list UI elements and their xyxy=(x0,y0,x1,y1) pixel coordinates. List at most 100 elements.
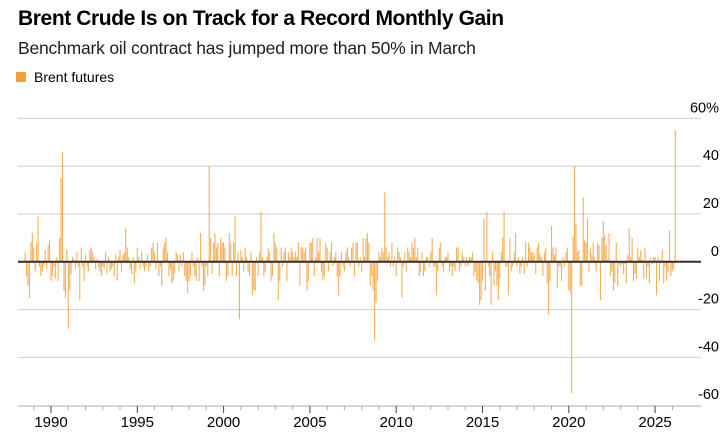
bar xyxy=(61,152,64,262)
bar xyxy=(561,261,563,282)
bar xyxy=(36,242,38,262)
bar xyxy=(470,257,472,262)
bar xyxy=(667,261,669,272)
bar xyxy=(205,261,207,267)
bar xyxy=(591,254,593,262)
bar xyxy=(592,242,594,262)
bar xyxy=(220,238,222,262)
x-tick-label: 1990 xyxy=(34,414,67,431)
bar xyxy=(379,257,381,262)
bar xyxy=(330,242,333,262)
bar xyxy=(82,261,84,267)
bar xyxy=(339,261,341,277)
bar xyxy=(171,261,173,284)
bar xyxy=(408,252,410,262)
bar xyxy=(507,261,509,296)
bar xyxy=(421,252,423,262)
bar xyxy=(533,254,535,262)
bar xyxy=(453,261,455,267)
bar xyxy=(611,261,613,272)
bar xyxy=(122,254,124,262)
bar xyxy=(594,257,596,262)
bar xyxy=(467,261,469,267)
bar xyxy=(120,261,123,272)
bar xyxy=(661,250,663,262)
bar xyxy=(425,257,427,262)
bar xyxy=(607,259,609,262)
bar xyxy=(79,261,81,301)
bar xyxy=(411,242,413,262)
bar xyxy=(201,261,203,267)
bar xyxy=(444,257,446,262)
bar xyxy=(412,247,415,262)
bar xyxy=(376,261,379,282)
bar xyxy=(282,261,284,267)
bar xyxy=(466,257,468,262)
bar xyxy=(378,252,380,262)
bar xyxy=(259,252,261,262)
bar xyxy=(608,233,610,262)
bar xyxy=(56,257,58,262)
bar xyxy=(576,252,578,262)
bar xyxy=(24,252,26,262)
bar xyxy=(92,252,94,262)
bar xyxy=(353,261,356,277)
bar xyxy=(46,261,48,270)
bar xyxy=(125,228,127,262)
bar xyxy=(540,257,543,262)
bar xyxy=(188,261,190,282)
bar xyxy=(53,261,55,267)
bar xyxy=(368,242,370,262)
bar xyxy=(539,254,541,262)
bar xyxy=(47,245,49,262)
bar xyxy=(469,257,471,262)
bar xyxy=(238,261,240,320)
bar xyxy=(351,247,353,262)
bar xyxy=(648,261,650,284)
bar xyxy=(477,261,479,284)
bar xyxy=(246,257,248,262)
bar xyxy=(352,242,354,262)
bar xyxy=(569,261,571,294)
bar xyxy=(463,257,465,262)
bar xyxy=(297,242,299,262)
bar xyxy=(545,247,547,262)
bar xyxy=(645,261,648,279)
bar xyxy=(527,242,530,262)
bar xyxy=(28,261,30,298)
bar xyxy=(487,261,489,267)
bar xyxy=(194,261,196,277)
bar xyxy=(555,247,557,262)
bar xyxy=(464,261,466,267)
bar xyxy=(516,261,518,267)
x-tick-label: 2010 xyxy=(380,414,413,431)
bar xyxy=(671,261,673,272)
bar xyxy=(38,261,41,267)
bar xyxy=(306,261,308,291)
bar xyxy=(178,261,180,272)
bar xyxy=(512,261,514,267)
bar xyxy=(253,261,255,291)
bar xyxy=(451,261,453,277)
bar xyxy=(257,261,259,277)
bar xyxy=(589,247,591,262)
bar xyxy=(484,261,486,291)
y-tick-label: 0 xyxy=(711,244,719,260)
bar xyxy=(660,259,662,262)
bar xyxy=(277,261,279,301)
bar xyxy=(552,247,554,262)
bar xyxy=(57,261,59,282)
bar xyxy=(299,261,301,286)
bar xyxy=(244,247,246,262)
bar xyxy=(542,261,544,277)
bar xyxy=(420,261,422,272)
bar xyxy=(556,261,558,289)
bar xyxy=(489,261,491,277)
bar xyxy=(503,211,505,262)
bar xyxy=(553,254,555,262)
bar xyxy=(520,261,522,267)
bar xyxy=(251,261,253,296)
bar xyxy=(95,261,97,270)
bar xyxy=(668,230,671,262)
bar xyxy=(110,261,112,270)
